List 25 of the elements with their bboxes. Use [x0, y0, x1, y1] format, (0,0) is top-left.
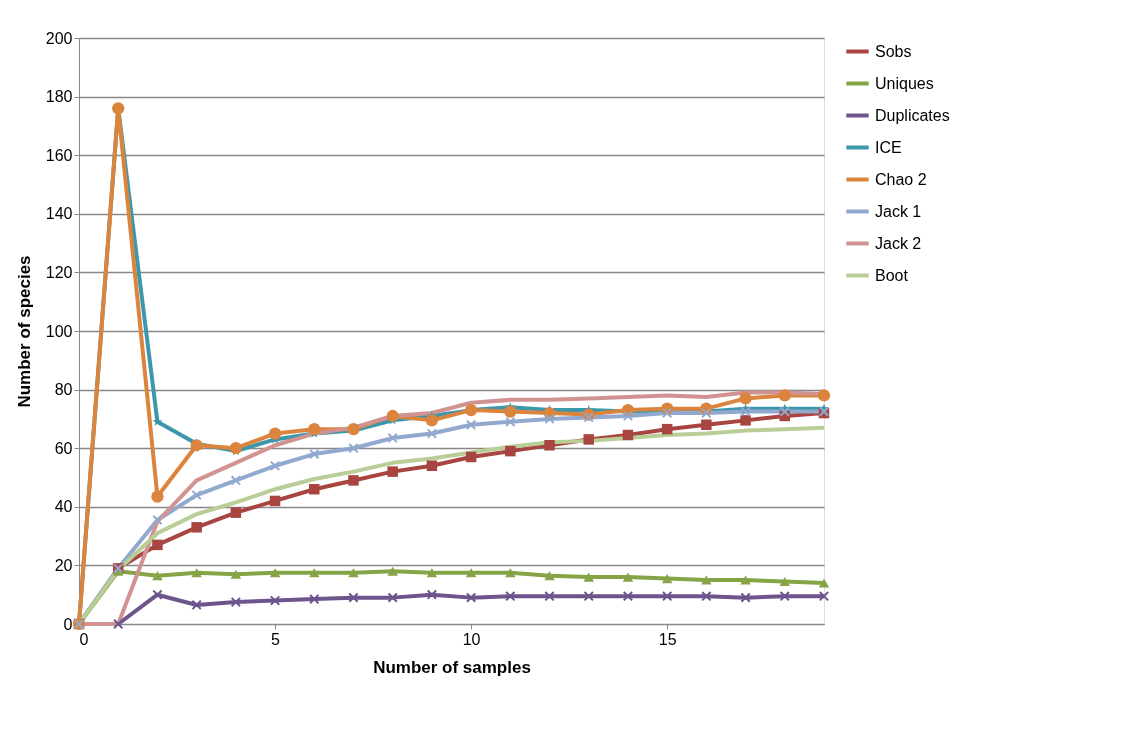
y-tick-label: 60 — [54, 439, 73, 457]
y-tick-label: 180 — [45, 88, 73, 106]
y-axis-title: Number of species — [14, 255, 34, 408]
y-tick-label: 20 — [54, 556, 73, 574]
legend-label: Jack 1 — [875, 202, 922, 220]
legend-label: Jack 2 — [875, 234, 922, 252]
y-tick-label: 140 — [45, 205, 73, 223]
y-tick-label: 40 — [54, 498, 73, 516]
x-tick-label: 10 — [462, 630, 481, 648]
legend-label: Duplicates — [875, 106, 950, 124]
y-tick-label: 200 — [45, 29, 73, 47]
y-tick-label: 0 — [63, 615, 73, 633]
y-tick-label: 80 — [54, 381, 73, 399]
y-tick-label: 120 — [45, 263, 73, 281]
legend-label: Uniques — [875, 74, 934, 92]
legend-label: Boot — [875, 266, 909, 284]
legend-label: Sobs — [875, 42, 912, 60]
x-tick-label: 15 — [658, 630, 677, 648]
legend-label: Chao 2 — [875, 170, 927, 188]
y-tick-label: 100 — [45, 322, 73, 340]
x-tick-label: 0 — [79, 630, 89, 648]
x-axis-title: Number of samples — [373, 657, 531, 677]
x-tick-label: 5 — [271, 630, 281, 648]
legend-label: ICE — [875, 138, 902, 156]
y-tick-label: 160 — [45, 146, 73, 164]
